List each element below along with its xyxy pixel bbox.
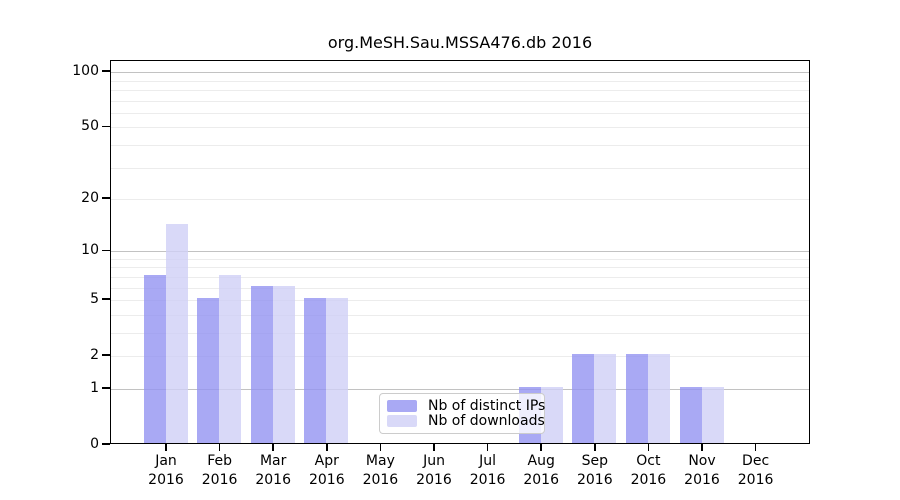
y-tick-label-20: 20: [81, 190, 99, 206]
gridline-minor-8: [111, 267, 809, 269]
x-tick-label-jan: Jan 2016: [148, 453, 184, 488]
legend: Nb of distinct IPs Nb of downloads: [379, 392, 545, 434]
x-tick-label-sep: Sep 2016: [576, 453, 613, 488]
gridline-minor-2: [111, 356, 809, 358]
gridline-minor-20: [111, 199, 809, 200]
bar-mar-downloads: [272, 285, 295, 443]
gridline-minor-7: [111, 276, 809, 278]
bar-sep-downloads: [594, 354, 617, 443]
bar-mar-distinct-ips: [250, 285, 273, 443]
bar-apr-distinct-ips: [304, 298, 327, 443]
y-tick-label-2: 2: [90, 347, 99, 364]
gridline-minor-60: [111, 112, 809, 114]
x-tick-oct: [647, 444, 650, 451]
gridline-minor-5: [111, 300, 809, 302]
legend-entry-distinct-ips: Nb of distinct IPs: [387, 398, 545, 414]
x-tick-label-jul: Jul 2016: [469, 453, 506, 488]
x-tick-label-dec: Dec 2016: [737, 453, 774, 488]
gridline-minor-6: [111, 287, 809, 289]
x-tick-dec: [754, 444, 757, 451]
gridline-minor-80: [111, 89, 809, 91]
x-tick-may: [379, 444, 382, 451]
bar-nov-distinct-ips: [679, 387, 702, 443]
bar-apr-downloads: [326, 298, 349, 443]
bar-aug-downloads: [540, 387, 563, 443]
y-tick-label-0: 0: [90, 436, 99, 452]
legend-swatch-icon-downloads: [387, 415, 417, 427]
gridline-minor-3: [111, 332, 809, 334]
bar-jan-distinct-ips: [143, 274, 166, 443]
y-tick-10: [102, 249, 110, 251]
y-tick-label-1: 1: [90, 379, 99, 396]
gridline-minor-9: [111, 258, 809, 260]
gridline-minor-30: [111, 167, 809, 169]
y-tick-0: [102, 443, 110, 445]
x-tick-label-jun: Jun 2016: [416, 453, 452, 488]
x-tick-label-aug: Aug 2016: [523, 453, 559, 488]
x-tick-sep: [594, 444, 596, 451]
gridline-minor-50: [111, 127, 809, 129]
bar-oct-downloads: [647, 354, 670, 443]
gridline-minor-40: [111, 144, 809, 146]
x-tick-label-nov: Nov 2016: [684, 453, 720, 488]
gridline-major-100: [111, 72, 809, 74]
chart-title: org.MeSH.Sau.MSSA476.db 2016: [327, 33, 593, 52]
x-tick-apr: [326, 444, 328, 451]
y-tick-label-50: 50: [81, 118, 99, 135]
bar-oct-distinct-ips: [625, 354, 648, 443]
bar-sep-distinct-ips: [572, 354, 595, 443]
gridline-minor-4: [111, 314, 809, 316]
x-tick-jul: [486, 444, 489, 451]
legend-swatch-icon-distinct-ips: [387, 400, 417, 412]
y-tick-50: [102, 125, 110, 128]
y-tick-2: [102, 354, 110, 356]
x-tick-label-oct: Oct 2016: [630, 453, 667, 488]
x-tick-aug: [540, 444, 542, 451]
x-tick-label-feb: Feb 2016: [201, 453, 238, 488]
x-tick-label-apr: Apr 2016: [308, 453, 345, 488]
legend-label-downloads: Nb of downloads: [428, 412, 545, 429]
y-tick-100: [102, 70, 110, 72]
y-tick-label-10: 10: [81, 242, 99, 259]
bar-feb-downloads: [219, 274, 242, 443]
x-tick-nov: [701, 444, 703, 451]
y-tick-5: [102, 298, 110, 300]
x-tick-feb: [218, 444, 221, 451]
gridline-minor-70: [111, 100, 809, 102]
x-tick-jan: [165, 444, 167, 451]
bar-nov-downloads: [701, 387, 724, 443]
y-tick-label-100: 100: [72, 63, 99, 80]
x-tick-jun: [433, 444, 435, 451]
x-tick-label-mar: Mar 2016: [255, 453, 291, 488]
x-tick-label-may: May 2016: [362, 453, 399, 488]
x-tick-mar: [272, 444, 274, 451]
gridline-major-10: [111, 251, 809, 253]
bar-feb-distinct-ips: [197, 298, 220, 443]
y-tick-20: [102, 197, 110, 199]
gridline-minor-90: [111, 80, 809, 82]
y-tick-1: [102, 387, 110, 389]
plot-area: [110, 59, 810, 444]
bar-jan-downloads: [165, 224, 188, 443]
gridline-major-1: [111, 388, 809, 390]
legend-label-distinct-ips: Nb of distinct IPs: [428, 397, 546, 414]
legend-entry-downloads: Nb of downloads: [387, 413, 545, 429]
y-tick-label-5: 5: [90, 291, 99, 308]
